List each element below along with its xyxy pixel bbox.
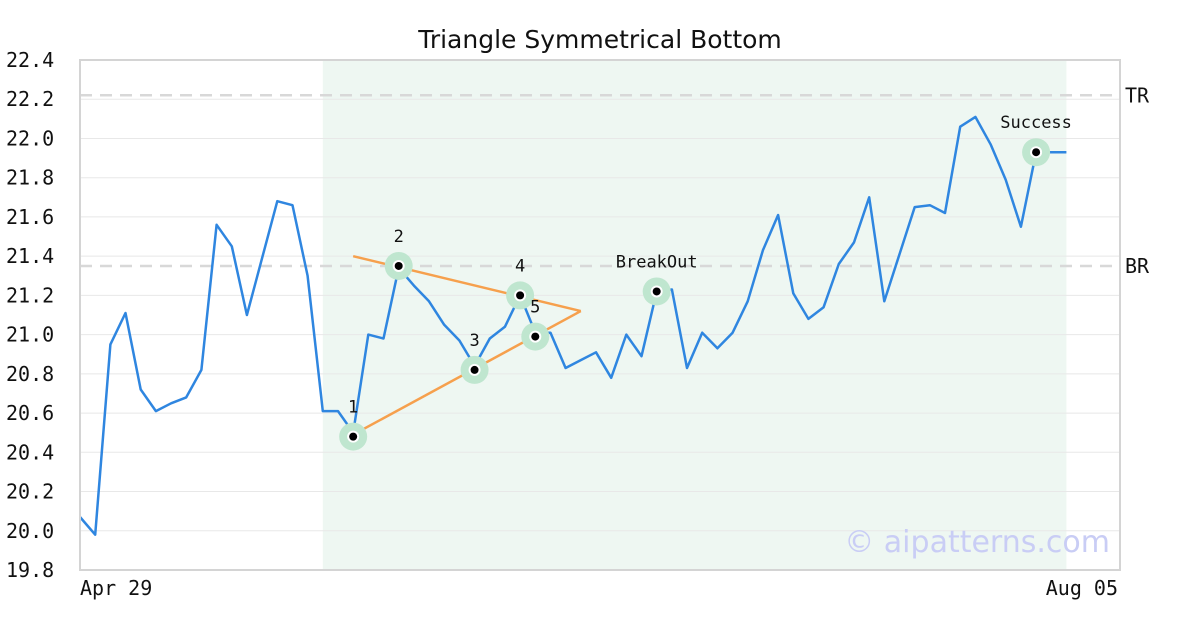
- point-label: BreakOut: [616, 252, 698, 272]
- y-tick-label: 21.6: [6, 205, 54, 229]
- y-tick-label: 20.0: [6, 519, 54, 543]
- pattern-points: 1 2 3 4 5 BreakOut Success: [339, 113, 1072, 451]
- y-tick-label: 21.0: [6, 323, 54, 347]
- point-marker-dot: [531, 332, 540, 341]
- point-label: 2: [394, 227, 404, 247]
- y-tick-label: 19.8: [6, 558, 54, 582]
- y-tick-label: 20.8: [6, 362, 54, 386]
- level-lines: TR BR: [80, 83, 1150, 278]
- point-label: Success: [1000, 113, 1072, 133]
- point-label: 5: [530, 298, 540, 318]
- x-axis-ticks: Apr 29 Aug 05: [80, 576, 1118, 600]
- pattern-highlight-region: [322, 60, 1067, 570]
- point-marker-dot: [470, 365, 479, 374]
- point-marker-dot: [394, 261, 403, 270]
- y-tick-label: 21.8: [6, 166, 54, 190]
- point-label: 4: [515, 256, 525, 276]
- level-label: BR: [1125, 254, 1150, 278]
- y-tick-label: 20.6: [6, 401, 54, 425]
- chart-title: Triangle Symmetrical Bottom: [417, 25, 782, 54]
- watermark: © aipatterns.com: [844, 525, 1110, 560]
- y-tick-label: 20.2: [6, 480, 54, 504]
- x-tick-label: Aug 05: [1046, 576, 1118, 600]
- point-marker-dot: [349, 432, 358, 441]
- point-marker-dot: [1032, 148, 1041, 157]
- y-tick-label: 21.2: [6, 283, 54, 307]
- plot-frame: [79, 59, 1121, 571]
- y-tick-label: 22.4: [6, 48, 54, 72]
- y-axis-ticks: 19.8 20.0 20.2 20.4 20.6 20.8 21.0 21.2 21.4 21.6…: [6, 48, 54, 582]
- price-line: [79, 115, 1067, 536]
- x-tick-label: Apr 29: [80, 576, 152, 600]
- y-tick-label: 22.0: [6, 126, 54, 150]
- point-marker-dot: [652, 287, 661, 296]
- point-label: 1: [348, 398, 358, 418]
- y-tick-label: 20.4: [6, 440, 54, 464]
- point-label: 3: [469, 331, 479, 351]
- y-tick-label: 22.2: [6, 87, 54, 111]
- level-label: TR: [1125, 83, 1150, 107]
- point-marker-dot: [516, 291, 525, 300]
- y-tick-label: 21.4: [6, 244, 54, 268]
